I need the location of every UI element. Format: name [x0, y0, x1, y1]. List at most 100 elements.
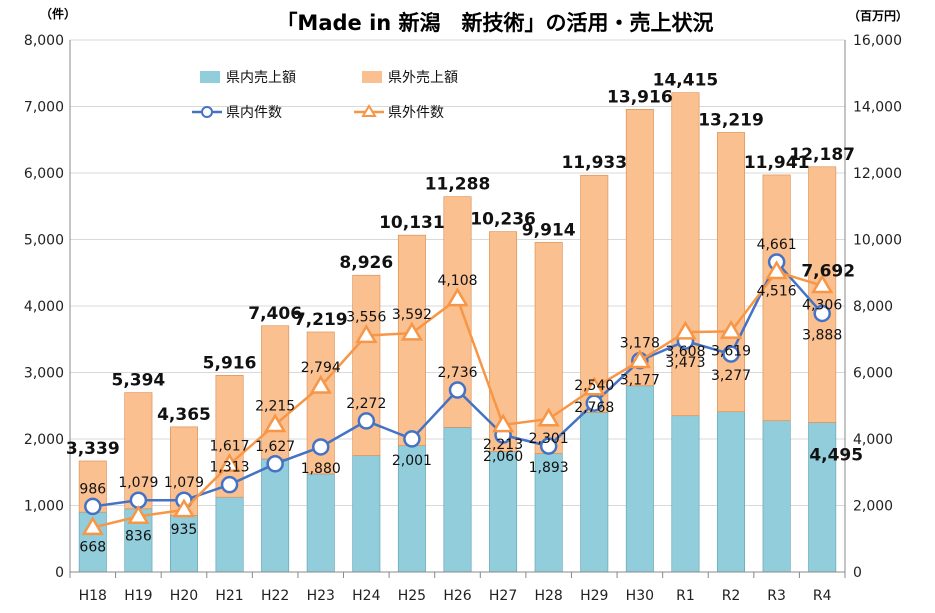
bar-total-label: 10,131	[379, 213, 445, 233]
x-category-label: H29	[580, 588, 608, 604]
point-domestic-count	[84, 497, 102, 516]
left-tick-label: 8,000	[24, 33, 64, 49]
x-category-label: H22	[261, 588, 289, 604]
point-outside-count	[263, 413, 287, 433]
bar-domestic-sales	[306, 473, 335, 573]
point-outside-count	[400, 321, 424, 341]
domestic-count-label: 3,277	[711, 368, 751, 384]
point-domestic-count	[266, 455, 284, 473]
bar-domestic-sales	[215, 496, 244, 573]
point-outside-count	[811, 274, 834, 294]
outside-count-label: 3,608	[665, 344, 705, 360]
bar-total-label: 5,916	[203, 353, 257, 373]
x-category-label: H28	[535, 588, 563, 604]
outside-count-label: 668	[79, 540, 106, 556]
outside-count-label: 2,768	[574, 400, 614, 416]
bar-domestic-sales	[762, 420, 791, 573]
chart-title: 「Made in 新潟 新技術」の活用・売上状況	[276, 11, 713, 35]
bar-total-label: 11,933	[561, 153, 627, 173]
bar-outside-sales	[808, 166, 837, 423]
domestic-count-label: 1,627	[255, 439, 295, 455]
bar-total-label: 10,236	[470, 210, 536, 230]
point-domestic-count	[311, 438, 330, 456]
point-outside-count	[719, 319, 743, 339]
point-outside-count	[491, 413, 515, 433]
bar-domestic-sales	[534, 453, 563, 573]
domestic-count-label: 2,540	[574, 378, 614, 394]
outside-count-label: 4,108	[437, 273, 477, 289]
bar-total-label: 9,914	[522, 220, 576, 240]
outside-count-label: 3,619	[711, 343, 751, 359]
bar-total-label: 3,339	[66, 439, 120, 459]
right-tick-label: 14,000	[853, 100, 902, 116]
legend-label-domestic-sales: 県内売上額	[226, 70, 296, 86]
bar-total-label: 4,365	[157, 405, 211, 425]
line-group	[81, 253, 834, 536]
bar-total-label: 13,219	[698, 110, 764, 130]
bar-outside-sales	[625, 108, 654, 387]
bar-value-label-domestic: 4,495	[809, 446, 863, 466]
left-tick-label: 0	[55, 565, 64, 581]
domestic-count-label: 1,313	[210, 460, 250, 476]
x-category-label: H21	[215, 588, 243, 604]
domestic-count-label: 3,473	[665, 355, 705, 371]
domestic-count-label: 2,060	[483, 449, 523, 465]
domestic-count-label: 4,661	[757, 237, 797, 253]
x-category-label: H23	[307, 588, 335, 604]
point-domestic-count	[357, 412, 376, 430]
bar-total-label: 14,415	[653, 71, 719, 91]
right-tick-label: 6,000	[853, 366, 893, 382]
bar-domestic-sales	[625, 385, 654, 573]
outside-count-label: 4,516	[757, 284, 797, 300]
point-domestic-count	[539, 437, 558, 455]
domestic-count-label: 3,178	[620, 336, 660, 352]
point-domestic-count	[220, 475, 239, 494]
x-category-label: R3	[767, 588, 786, 604]
point-outside-count	[628, 349, 652, 369]
outside-count-label: 2,301	[529, 431, 569, 447]
x-category-label: R4	[813, 588, 832, 604]
point-outside-count	[172, 498, 196, 518]
right-tick-label: 16,000	[853, 33, 902, 49]
right-tick-label: 0	[853, 565, 862, 581]
bar-outside-sales	[762, 174, 791, 422]
x-category-label: H30	[626, 588, 654, 604]
point-outside-count	[81, 516, 104, 536]
x-category-label: R1	[676, 588, 695, 604]
outside-count-label: 3,592	[392, 307, 432, 323]
domestic-count-label: 1,880	[301, 461, 341, 477]
outside-count-label: 3,177	[620, 373, 660, 389]
point-outside-count	[674, 320, 697, 340]
bar-outside-sales	[580, 174, 609, 413]
point-domestic-count	[722, 345, 740, 363]
bar-outside-sales	[671, 92, 700, 417]
domestic-count-label: 2,736	[437, 365, 477, 381]
point-domestic-count	[585, 394, 604, 412]
domestic-count-label: 1,079	[118, 475, 158, 491]
bar-outside-sales	[534, 242, 563, 454]
right-tick-label: 8,000	[853, 299, 893, 315]
left-axis-unit: （件）	[40, 6, 76, 21]
bar-domestic-sales	[580, 412, 609, 573]
bar-total-label: 11,941	[744, 153, 810, 173]
outside-count-label: 836	[125, 528, 152, 544]
left-tick-label: 7,000	[24, 100, 64, 116]
point-outside-count	[446, 287, 469, 307]
bar-total-label: 5,394	[111, 371, 165, 391]
bar-total-label: 7,219	[294, 310, 348, 330]
point-outside-count	[309, 374, 332, 394]
x-category-label: H20	[170, 588, 198, 604]
legend-label-domestic-count: 県内件数	[226, 105, 282, 121]
x-category-label: H27	[489, 588, 517, 604]
left-tick-label: 2,000	[24, 432, 64, 448]
right-tick-label: 4,000	[853, 432, 893, 448]
bar-outside-sales	[124, 392, 153, 510]
legend-swatch-outside-sales	[362, 71, 382, 83]
right-tick-label: 10,000	[853, 233, 902, 249]
outside-count-label: 2,215	[255, 399, 295, 415]
left-tick-label: 6,000	[24, 166, 64, 182]
outside-count-label: 1,617	[210, 438, 250, 454]
